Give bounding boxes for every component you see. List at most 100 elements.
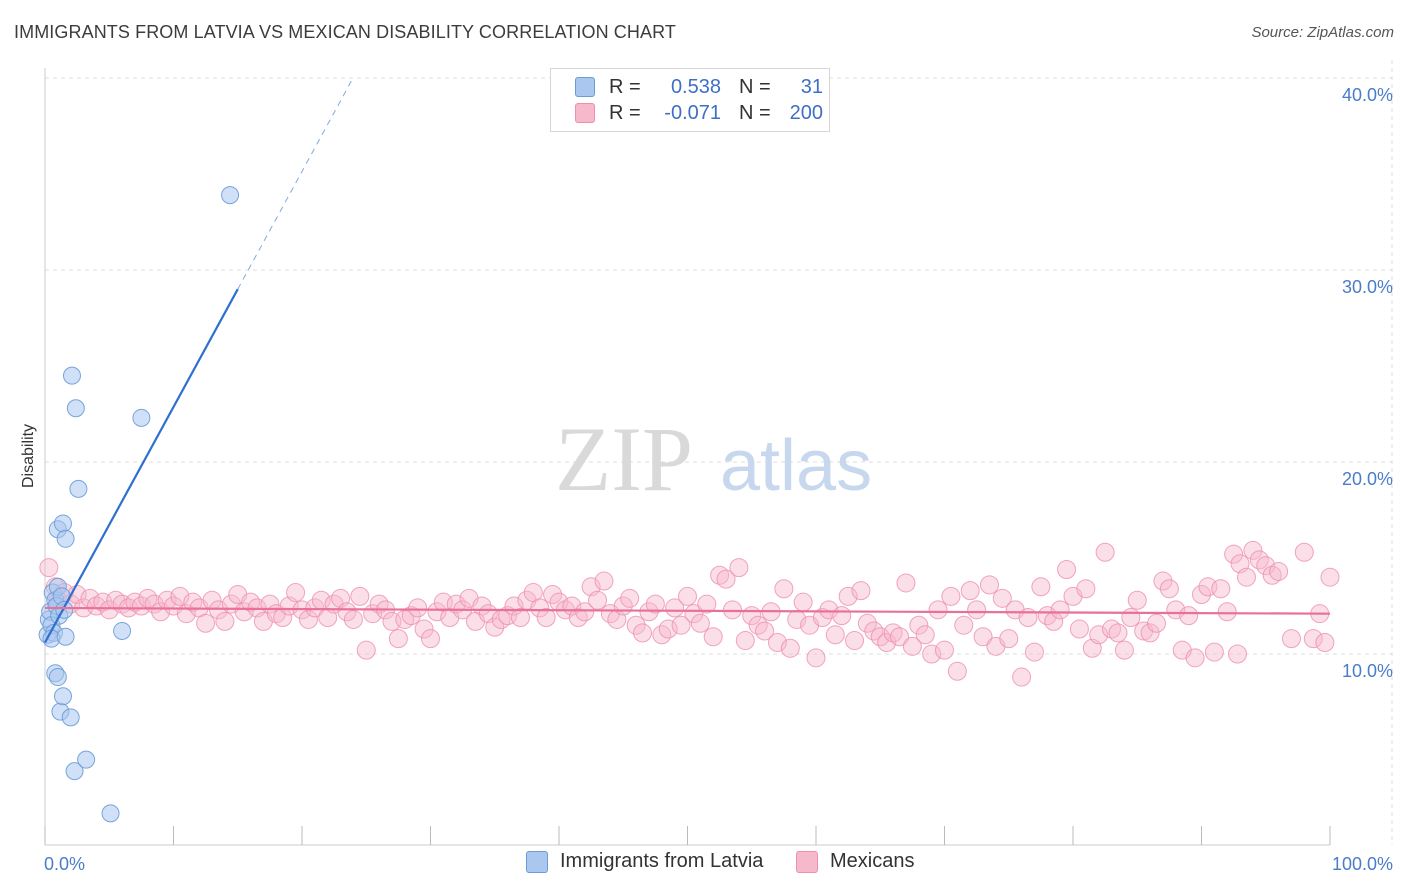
legend-row-latvia: R = 0.538 N = 31 — [575, 74, 823, 100]
mexicans-point — [877, 632, 897, 652]
latvia-point — [53, 687, 72, 706]
mexicans-point — [819, 600, 839, 620]
mexicans-point — [928, 600, 948, 620]
mexicans-point — [1217, 602, 1237, 622]
latvia-point — [221, 186, 240, 205]
mexicans-point — [902, 636, 922, 656]
mexicans-point — [337, 602, 357, 622]
legend: R = 0.538 N = 31 R = -0.071 N = 200 — [550, 68, 830, 132]
mexicans-point — [697, 594, 717, 614]
legend-r-value: 0.538 — [670, 75, 721, 98]
latvia-point — [101, 804, 120, 823]
mexicans-point — [935, 640, 954, 660]
mexicans-point — [234, 602, 254, 622]
mexicans-point — [1320, 567, 1340, 587]
mexicans-point — [671, 615, 691, 635]
mexicans-point — [1256, 556, 1276, 576]
mexicans-point — [716, 569, 736, 589]
mexicans-point — [780, 638, 800, 658]
mexicans-point — [1236, 567, 1256, 587]
grid-lines — [45, 60, 1393, 845]
mexicans-trend-line — [44, 606, 1331, 615]
mexicans-point — [735, 631, 755, 651]
legend-n-label: N = — [739, 101, 771, 124]
mexicans-point — [890, 627, 910, 647]
chart-source: Source: ZipAtlas.com — [1251, 24, 1394, 41]
mexicans-point — [343, 609, 363, 629]
latvia-point — [132, 408, 151, 427]
mexicans-point — [1243, 540, 1263, 560]
watermark-atlas: atlas — [720, 426, 872, 506]
mexicans-point — [1224, 544, 1244, 564]
mexicans-point — [1121, 608, 1141, 628]
mexicans-point — [1281, 629, 1301, 649]
legend-r-label: R = — [609, 75, 641, 98]
mexicans-point — [774, 579, 794, 599]
mexicans-point — [1140, 623, 1160, 643]
mexicans-point — [1114, 640, 1134, 660]
mexicans-point — [922, 644, 942, 664]
latvia-point — [69, 479, 88, 498]
mexicans-point — [510, 608, 530, 628]
y-axis-label: Disability — [20, 424, 37, 488]
mexicans-point — [1269, 561, 1289, 581]
mexicans-point — [151, 602, 171, 622]
mexicans-point — [1185, 648, 1205, 668]
mexicans-point — [620, 588, 640, 608]
mexicans-point — [588, 590, 608, 610]
mexicans-point — [1315, 632, 1335, 652]
mexicans-point — [665, 598, 685, 618]
mexicans-point — [832, 606, 852, 626]
latvia-point — [65, 762, 84, 781]
mexicans-point — [298, 609, 318, 629]
mexicans-point — [954, 615, 974, 635]
y-tick-label: 10.0% — [1342, 661, 1393, 681]
mexicans-point — [39, 558, 59, 578]
mexicans-point — [1050, 600, 1070, 620]
mexicans-point — [1127, 590, 1147, 610]
series-latvia — [38, 186, 240, 823]
mexicans-point — [1089, 625, 1109, 645]
mexicans-point — [947, 661, 967, 681]
mexicans-point — [421, 629, 440, 649]
mexicans-point — [684, 604, 704, 624]
mexicans-point — [767, 632, 787, 652]
latvia-trend-line — [44, 288, 239, 644]
mexicans-point — [286, 583, 306, 603]
mexicans-point — [1024, 642, 1044, 662]
mexicans-point — [1159, 579, 1179, 599]
mexicans-point — [1153, 571, 1173, 591]
mexicans-point — [1012, 667, 1032, 687]
mexicans-point — [1076, 579, 1096, 599]
bottom-legend-label-latvia: Immigrants from Latvia — [560, 850, 764, 872]
mexicans-point — [427, 602, 447, 622]
legend-n-value: 31 — [800, 75, 823, 98]
mexicans-point — [1204, 642, 1224, 662]
mexicans-point — [825, 625, 845, 645]
mexicans-point — [941, 586, 961, 606]
mexicans-point — [536, 608, 556, 628]
mexicans-point — [594, 571, 614, 591]
mexicans-point — [215, 611, 235, 631]
mexicans-point — [1108, 623, 1128, 643]
mexicans-point — [979, 575, 999, 595]
mexicans-point — [722, 600, 742, 620]
mexicans-point — [170, 586, 190, 606]
mexicans-point — [1166, 600, 1186, 620]
mexicans-point — [896, 573, 916, 593]
legend-swatch-latvia — [575, 77, 595, 97]
mexicans-point — [806, 648, 826, 668]
mexicans-point — [992, 588, 1012, 608]
axes — [44, 68, 1331, 846]
mexicans-point — [973, 627, 993, 647]
mexicans-point — [208, 600, 228, 620]
mexicans-point — [1192, 584, 1211, 604]
mexicans-point — [633, 623, 653, 643]
mexicans-point — [838, 586, 858, 606]
watermark-zip: ZIP — [555, 408, 693, 510]
mexicans-point — [1211, 579, 1231, 599]
mexicans-point — [1179, 606, 1199, 626]
mexicans-point — [1057, 560, 1077, 580]
mexicans-point — [99, 600, 119, 620]
